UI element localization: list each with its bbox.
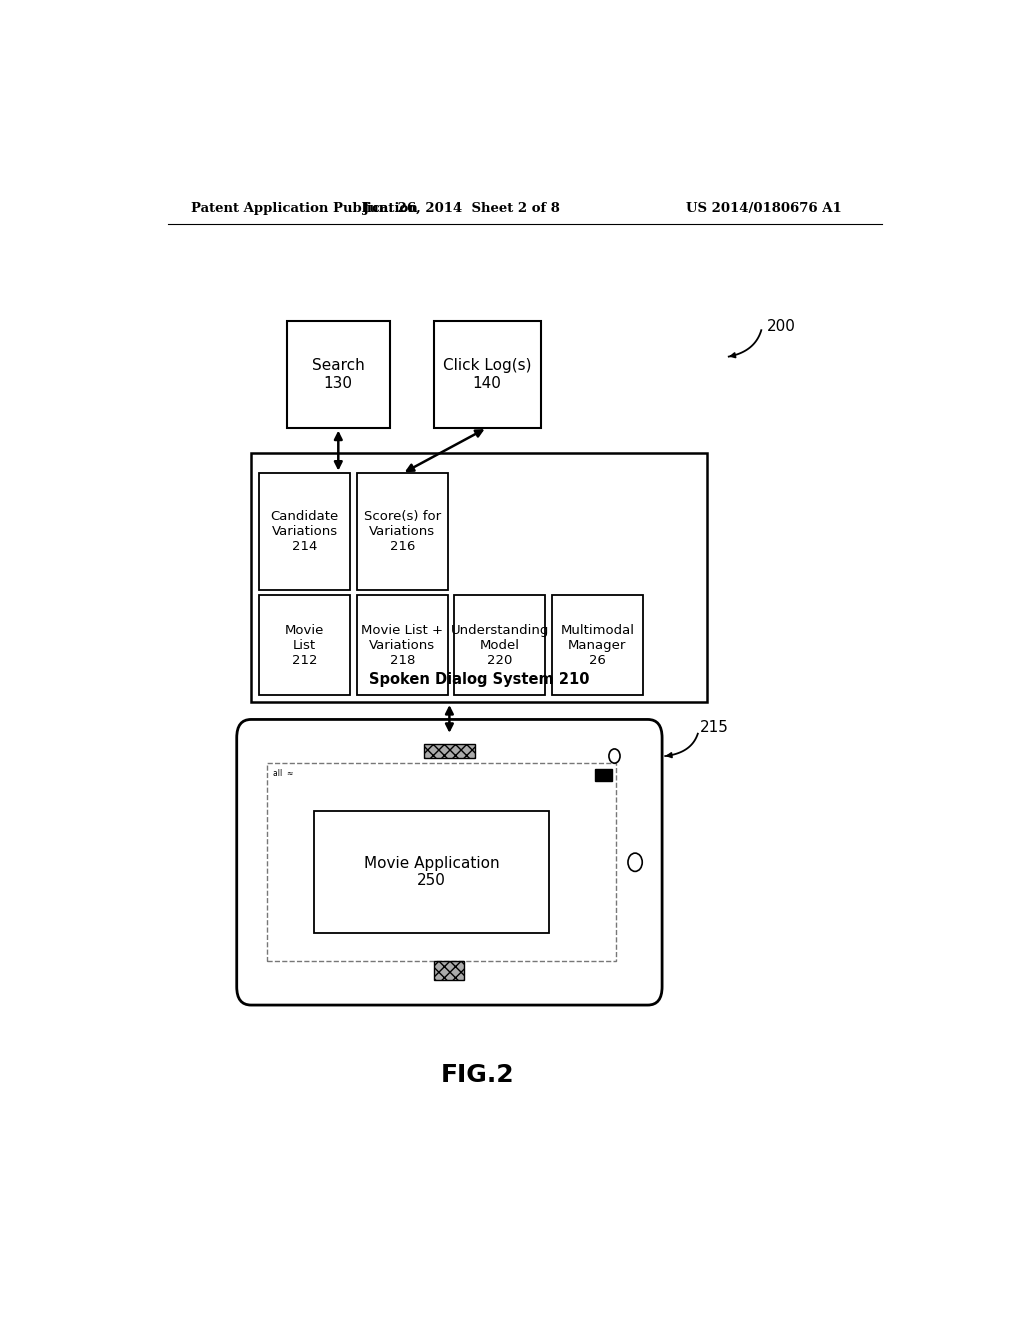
Bar [314,810,549,933]
Text: Jun. 26, 2014  Sheet 2 of 8: Jun. 26, 2014 Sheet 2 of 8 [362,202,560,215]
Bar [433,321,541,428]
Bar [259,595,350,696]
Bar [424,744,475,758]
FancyBboxPatch shape [237,719,663,1005]
Bar [251,453,708,702]
Bar [552,595,643,696]
Text: 200: 200 [767,318,796,334]
Bar [356,595,447,696]
Text: Candidate
Variations
214: Candidate Variations 214 [270,511,339,553]
Text: Patent Application Publication: Patent Application Publication [191,202,418,215]
Text: Score(s) for
Variations
216: Score(s) for Variations 216 [364,511,440,553]
Bar [434,961,465,979]
Text: Movie List +
Variations
218: Movie List + Variations 218 [361,624,443,667]
Text: all  ≈: all ≈ [273,768,294,777]
Text: Movie
List
212: Movie List 212 [285,624,325,667]
Text: Click Log(s)
140: Click Log(s) 140 [442,358,531,391]
Text: US 2014/0180676 A1: US 2014/0180676 A1 [686,202,842,215]
Text: Movie Application
250: Movie Application 250 [364,855,500,888]
Bar [267,763,616,961]
Text: Spoken Dialog System 210: Spoken Dialog System 210 [369,672,590,686]
Bar [356,474,447,590]
Text: Search
130: Search 130 [312,358,365,391]
Text: 215: 215 [699,721,728,735]
Circle shape [628,853,642,871]
Text: Multimodal
Manager
26: Multimodal Manager 26 [560,624,635,667]
Bar [287,321,390,428]
Text: FIG.2: FIG.2 [440,1063,514,1088]
Bar [455,595,546,696]
Text: Understanding
Model
220: Understanding Model 220 [451,624,549,667]
Bar [259,474,350,590]
Bar [595,770,612,781]
Circle shape [609,748,621,763]
